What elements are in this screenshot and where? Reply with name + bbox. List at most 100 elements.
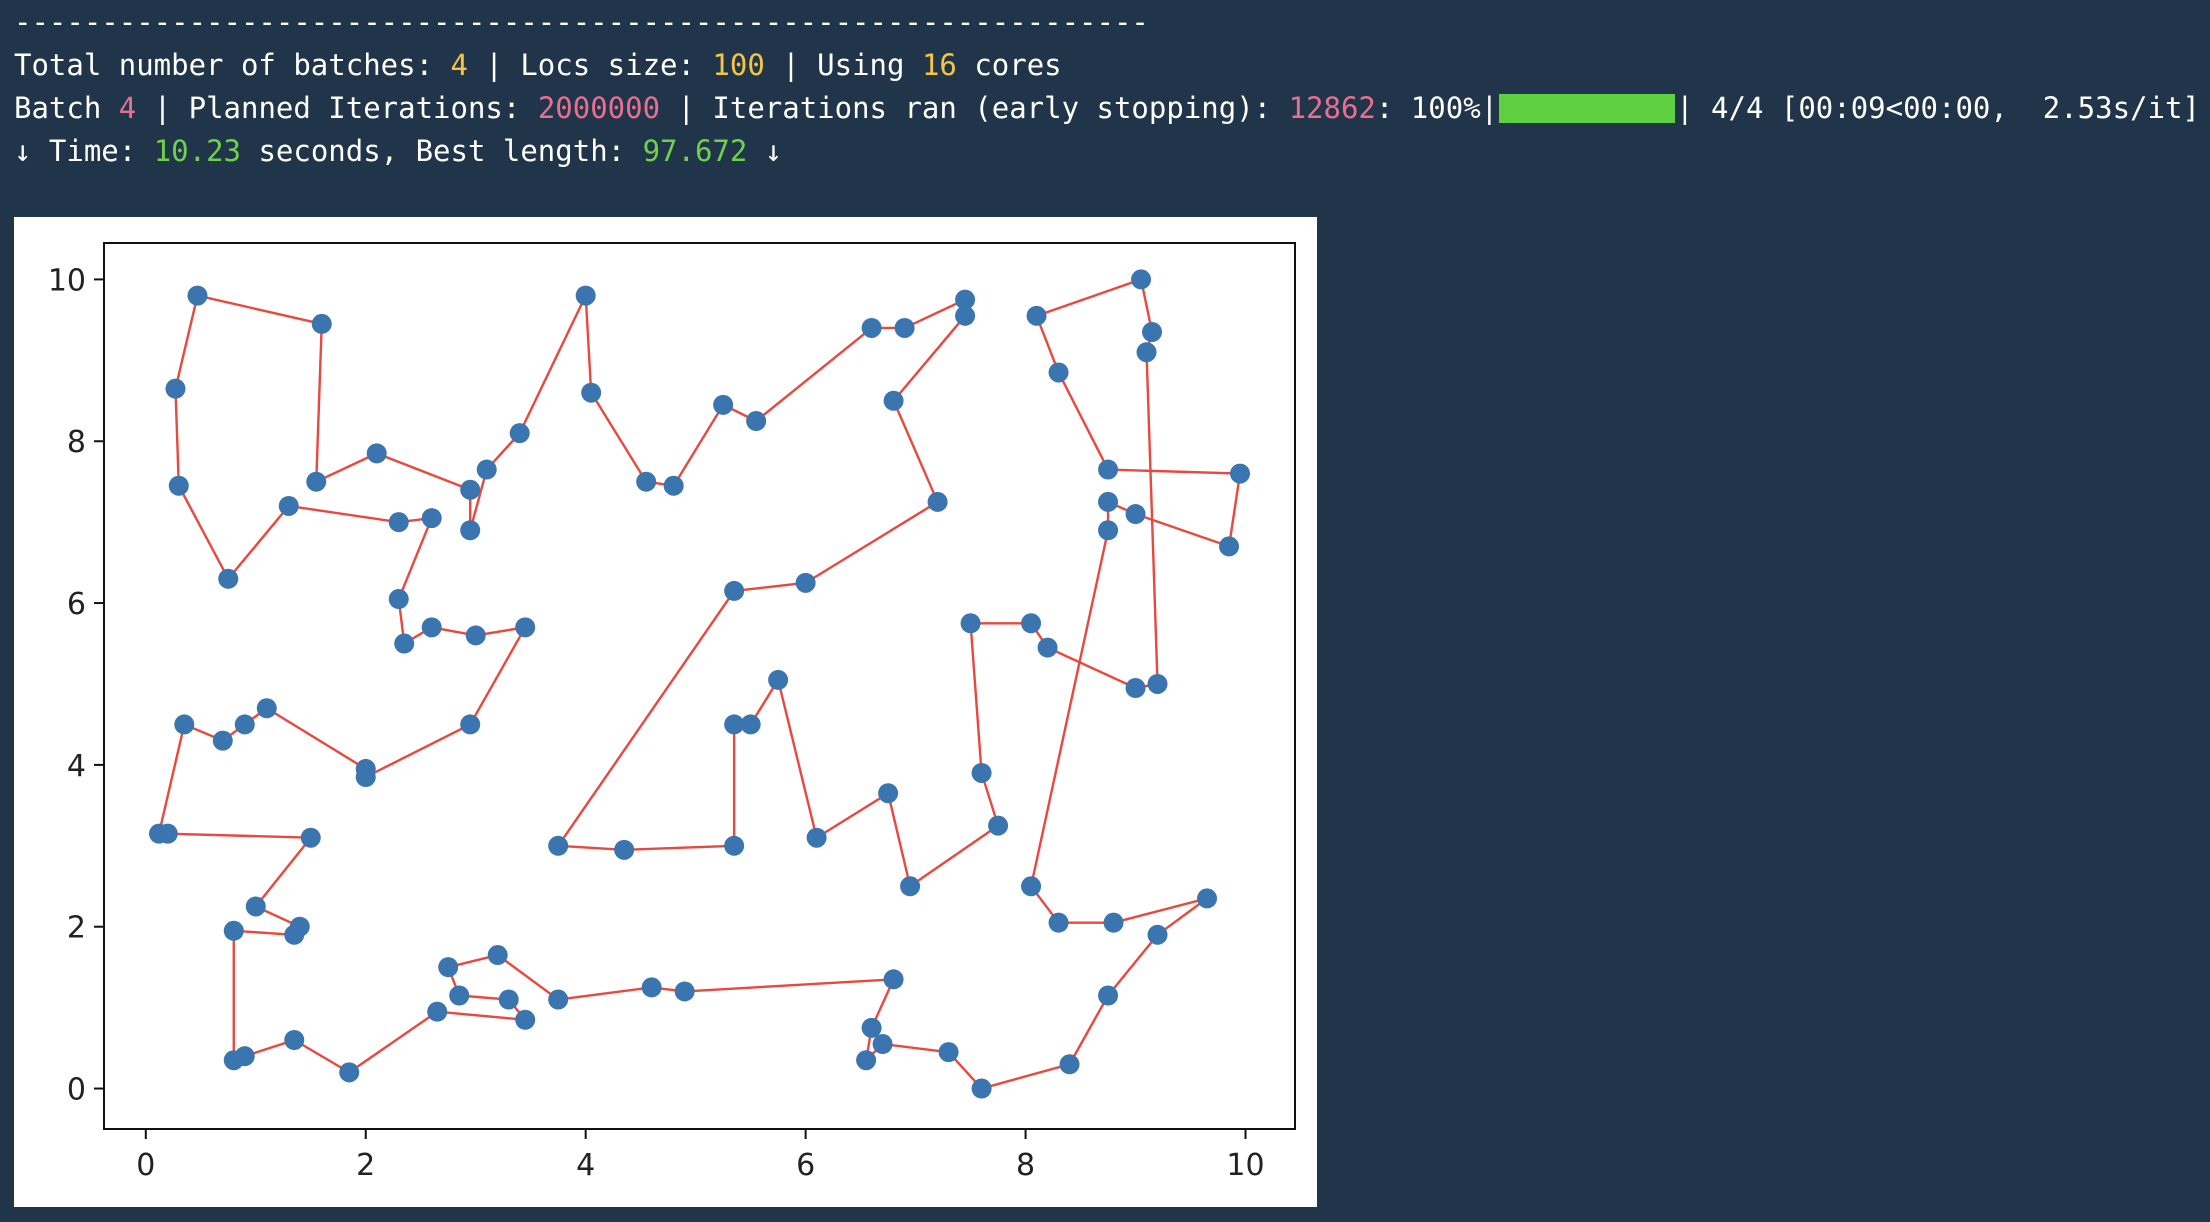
tour-point-20 [795, 572, 816, 593]
tour-point-70 [427, 1001, 448, 1022]
tour-point-43 [1098, 459, 1119, 480]
tour-edge-1 [315, 323, 323, 482]
tour-edge-35 [1047, 646, 1137, 690]
tour-edge-96 [227, 505, 290, 580]
batches-value: 4 [450, 48, 468, 82]
tour-edge-23 [624, 844, 735, 852]
tour-edge-13 [755, 327, 873, 422]
locs-value: 100 [712, 48, 765, 82]
tour-point-40 [1131, 269, 1152, 290]
tour-point-61 [883, 969, 904, 990]
tour-point-88 [460, 714, 481, 735]
locs-label: | Locs size: [467, 48, 713, 82]
planned-value: 2000000 [537, 91, 661, 125]
tour-point-50 [1048, 912, 1069, 933]
tour-edge-27 [776, 679, 818, 838]
tour-edge-48 [1029, 529, 1110, 887]
tour-plot: 0 2 4 6 8 10 0 2 4 6 8 10 [14, 217, 1317, 1207]
tour-edge-69 [437, 1010, 526, 1021]
batch-label: Batch [14, 91, 119, 125]
tour-point-2 [306, 471, 327, 492]
tour-edge-95 [288, 504, 399, 524]
tour-point-46 [1125, 504, 1146, 525]
tour-point-81 [148, 823, 169, 844]
tour-edge-3 [376, 452, 471, 491]
ran-label: | Iterations ran (early stopping): [660, 91, 1289, 125]
tour-edge-32 [969, 623, 983, 774]
tour-edge-78 [254, 836, 312, 908]
tour-point-83 [212, 730, 233, 751]
tour-point-35 [1037, 637, 1058, 658]
tour-edge-75 [233, 929, 295, 937]
tour-point-29 [878, 783, 899, 804]
tour-edge-0 [197, 294, 323, 326]
tour-point-98 [168, 475, 189, 496]
tour-point-26 [740, 714, 761, 735]
tour-point-82 [174, 714, 195, 735]
tour-edge-63 [558, 986, 652, 1001]
tour-point-44 [1230, 463, 1251, 484]
x-tick-label-10: 10 [1226, 1148, 1264, 1183]
tour-point-19 [927, 491, 948, 512]
tour-point-69 [515, 1009, 536, 1030]
x-tick-label-8: 8 [1016, 1148, 1035, 1183]
tour-edge-8 [584, 295, 593, 393]
tour-point-48 [1098, 520, 1119, 541]
tour-point-0 [187, 285, 208, 306]
tour-edge-2 [315, 452, 378, 483]
batch-value: 4 [118, 91, 137, 125]
x-tick-label-2: 2 [356, 1148, 375, 1183]
progress-tail: | 4/4 [00:09<00:00, 2.53s/it] [1676, 91, 2200, 125]
separator-line: ----------------------------------------… [14, 5, 1149, 39]
tour-point-79 [300, 827, 321, 848]
tour-point-17 [955, 305, 976, 326]
tour-point-21 [724, 580, 745, 601]
tour-point-65 [487, 945, 508, 966]
tour-point-55 [1059, 1054, 1080, 1075]
tour-point-4 [460, 479, 481, 500]
tour-point-93 [388, 589, 409, 610]
tour-point-53 [1147, 924, 1168, 945]
tour-edge-19 [804, 500, 939, 584]
tour-point-8 [575, 285, 596, 306]
tour-point-28 [806, 827, 827, 848]
tour-point-34 [1021, 613, 1042, 634]
tour-point-67 [449, 985, 470, 1006]
tour-point-27 [768, 669, 789, 690]
tour-point-16 [955, 289, 976, 310]
tour-point-32 [971, 762, 992, 783]
tour-point-59 [856, 1050, 877, 1071]
tour-edge-97 [177, 485, 230, 580]
tour-point-56 [971, 1078, 992, 1099]
result-line: ↓ Time: 10.23 seconds, Best length: 97.6… [14, 131, 782, 171]
tour-edge-61 [684, 978, 894, 993]
x-tick-label-6: 6 [796, 1148, 815, 1183]
tour-edge-40 [1036, 278, 1142, 317]
tour-point-91 [421, 617, 442, 638]
tour-point-49 [1021, 876, 1042, 897]
tour-point-57 [938, 1042, 959, 1063]
tour-edge-81 [157, 724, 186, 834]
tour-edge-53 [1107, 934, 1159, 997]
tour-edge-42 [1057, 371, 1110, 471]
tour-point-13 [746, 411, 767, 432]
y-tick-label-4: 4 [67, 749, 86, 784]
tour-edge-52 [1156, 897, 1208, 936]
tour-points [148, 269, 1251, 1099]
tour-point-99 [165, 378, 186, 399]
batches-label: Total number of batches: [14, 48, 451, 82]
tour-point-94 [421, 508, 442, 529]
tour-edge-5 [469, 469, 488, 531]
tour-point-36 [1125, 678, 1146, 699]
summary-line: Total number of batches: 4 | Locs size: … [14, 45, 1062, 85]
tour-point-1 [311, 313, 332, 334]
tour-point-12 [713, 394, 734, 415]
tour-edge-43 [1108, 468, 1241, 475]
tour-edge-64 [496, 954, 559, 1001]
tour-point-96 [278, 495, 299, 516]
time-label: ↓ Time: [14, 134, 154, 168]
tour-point-37 [1147, 673, 1168, 694]
tour-point-75 [223, 920, 244, 941]
tour-point-11 [663, 475, 684, 496]
tour-edge-41 [1035, 315, 1060, 373]
